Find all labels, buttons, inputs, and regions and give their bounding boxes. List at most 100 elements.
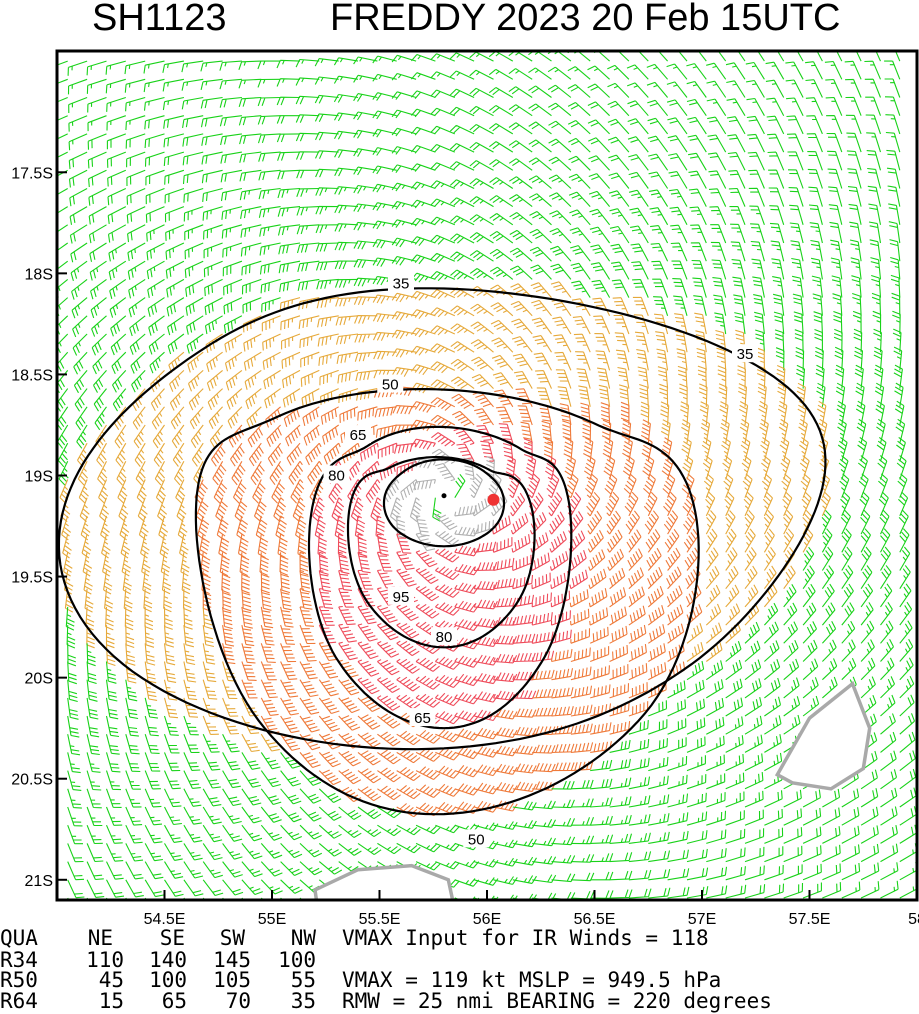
wind-barb [435,747,460,761]
wind-barb [97,461,108,486]
wind-barb [621,419,632,444]
wind-barb [754,311,765,335]
wind-barb [125,861,144,880]
wind-barb [728,187,746,207]
wind-barb [667,812,689,826]
wind-barb [667,623,685,644]
wind-barb [572,315,591,335]
wind-barb [357,696,381,712]
wind-barb [241,861,263,878]
wind-barb [334,278,359,288]
wind-barb [492,515,511,535]
wind-barb [125,96,146,112]
wind-barb [609,702,630,717]
wind-barb [705,660,724,681]
coastline-reunion [313,863,455,900]
wind-barb [148,333,165,355]
wind-barb [725,510,736,535]
wind-barb [449,52,475,62]
wind-barb [583,437,594,462]
wind-barb [750,223,765,244]
wind-barb [280,770,301,787]
wind-barb [660,419,671,444]
wind-barb [164,861,184,879]
wind-barb [613,314,630,335]
wind-barb [146,242,165,261]
wind-barb [570,245,591,262]
wind-barb [276,133,301,143]
wind-barb [271,479,285,504]
wind-barb [493,672,518,683]
wind-barb [511,534,531,553]
wind-barb [648,831,670,844]
wind-barb [836,400,846,426]
wind-barb [697,365,707,389]
wind-barb [470,303,494,317]
wind-barb [686,867,709,881]
wind-barb [473,580,498,591]
wind-barb [683,510,698,535]
wind-barb [589,208,611,226]
wind-barb [111,351,127,375]
wind-barb [186,315,204,335]
wind-barb [667,886,690,899]
wind-barb [400,479,418,501]
wind-barb [238,78,262,89]
wind-barb [167,333,185,355]
wind-barb [126,169,146,187]
wind-barb [710,241,727,262]
wind-barb [766,115,785,135]
wind-barb [471,373,494,389]
wind-barb [314,58,339,67]
wind-barb [57,333,69,356]
wind-barb [295,77,320,86]
wind-barb [719,401,729,426]
wind-barb [376,605,398,623]
wind-barb [335,333,359,345]
wind-barb [105,715,120,738]
wind-barb [488,68,514,80]
wind-barb [667,793,689,808]
wind-barb [105,60,126,75]
wind-barb [430,125,456,135]
wind-barb [590,797,613,808]
wind-barb [359,442,379,462]
wind-barb [164,206,185,223]
wind-barb [652,278,669,298]
wind-barb [222,606,233,630]
wind-barb [884,96,901,116]
wind-barb [854,364,864,389]
wind-barb [730,241,746,262]
wind-barb [570,854,595,863]
wind-barb [498,423,514,444]
wind-barb [296,242,320,254]
wind-barb [725,547,738,571]
wind-barb [377,677,400,693]
wind-barb [712,277,727,298]
wind-barb [296,187,320,197]
wind-barb [874,382,885,407]
wind-barb [411,401,436,413]
wind-barb [590,703,612,717]
wind-barb [126,151,146,168]
wind-barb [183,733,200,754]
row-r34-nw: 100 [278,948,316,972]
wind-barb [391,329,417,340]
wind-barb [219,60,242,71]
wind-barb [716,347,727,371]
wind-barb [802,583,816,608]
wind-barb [396,784,421,800]
wind-barb [338,623,357,643]
wind-barb [839,473,850,498]
wind-barb [241,679,258,699]
wind-barb [548,192,572,207]
wind-barb [87,96,107,113]
wind-barb [415,657,440,672]
wind-barb [469,473,483,499]
wind-barb [812,293,823,316]
wind-barb [469,178,494,189]
wind-barb [688,188,707,207]
wind-barb [860,676,876,699]
wind-barb [334,204,359,214]
